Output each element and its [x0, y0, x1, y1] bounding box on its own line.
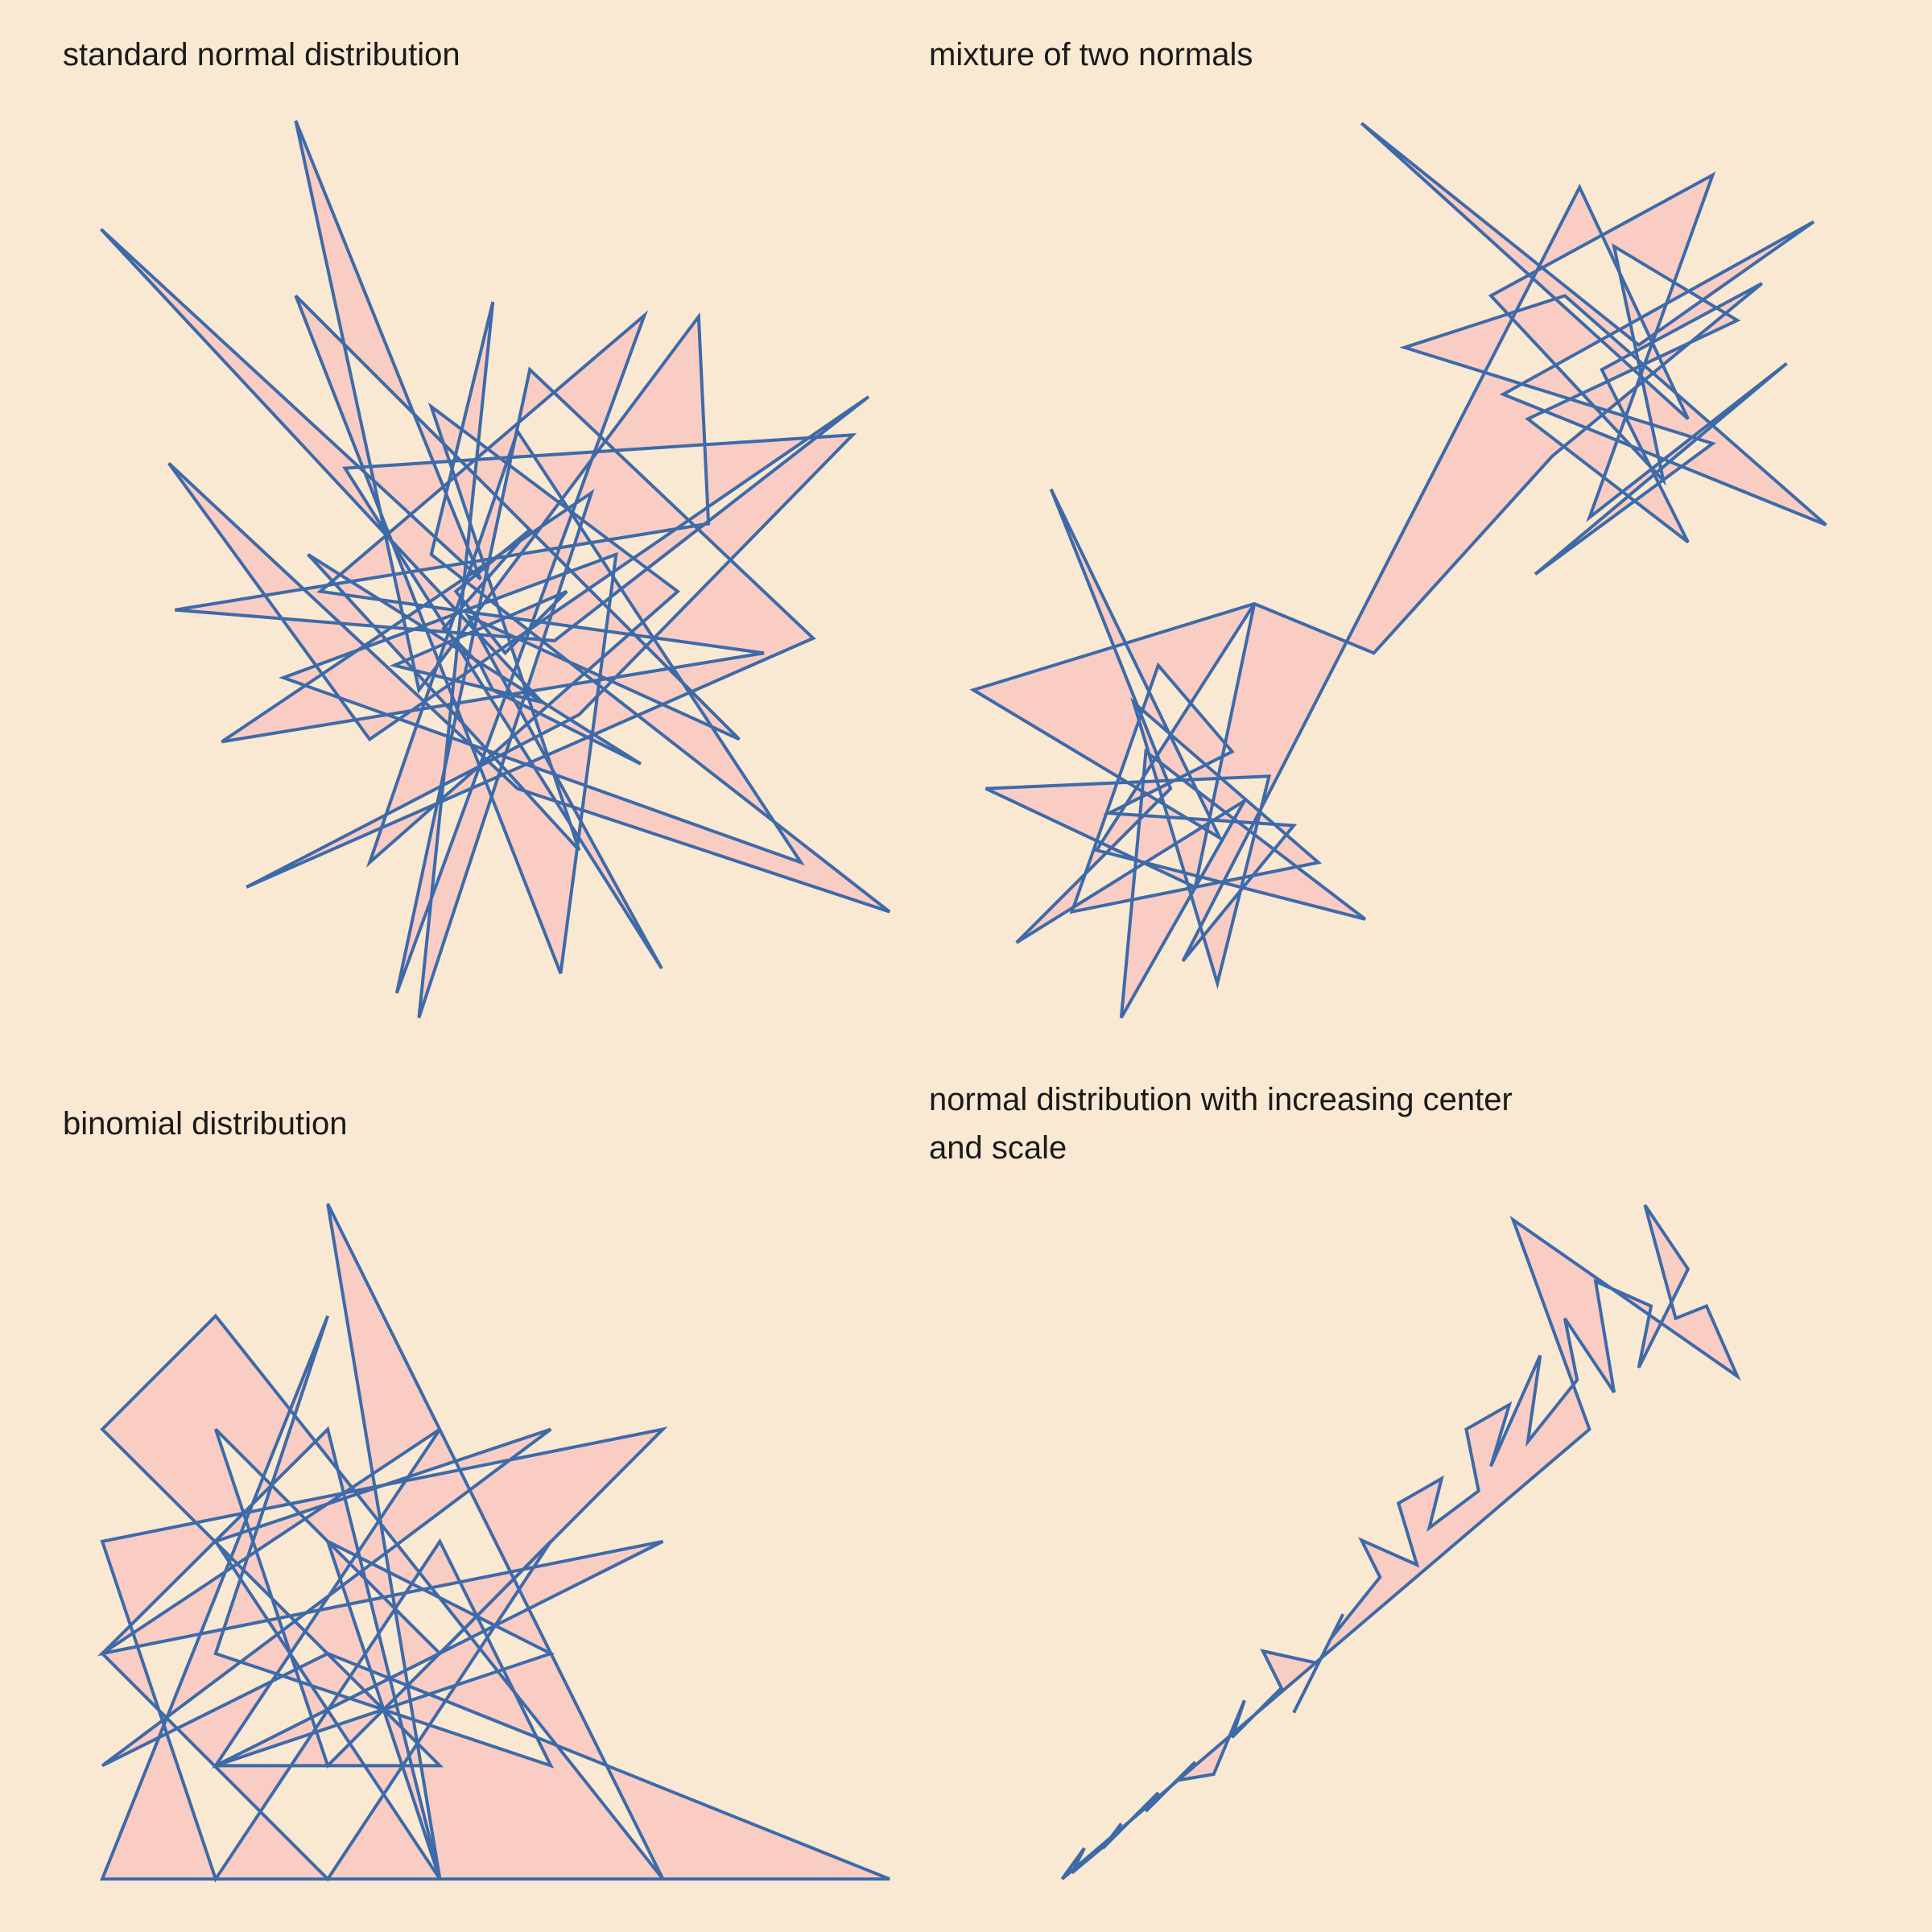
random-walk-polygon: [1060, 1203, 1741, 1880]
random-walk-polygon: [100, 120, 891, 1018]
random-walk-polygon: [97, 1203, 890, 1883]
panel-title: normal distribution with increasing cent…: [929, 1082, 1513, 1166]
panel-title: binomial distribution: [63, 1106, 348, 1141]
panel-title: mixture of two normals: [929, 37, 1253, 72]
random-walk-polygon: [969, 122, 1827, 1019]
panel-title: standard normal distribution: [63, 37, 460, 72]
